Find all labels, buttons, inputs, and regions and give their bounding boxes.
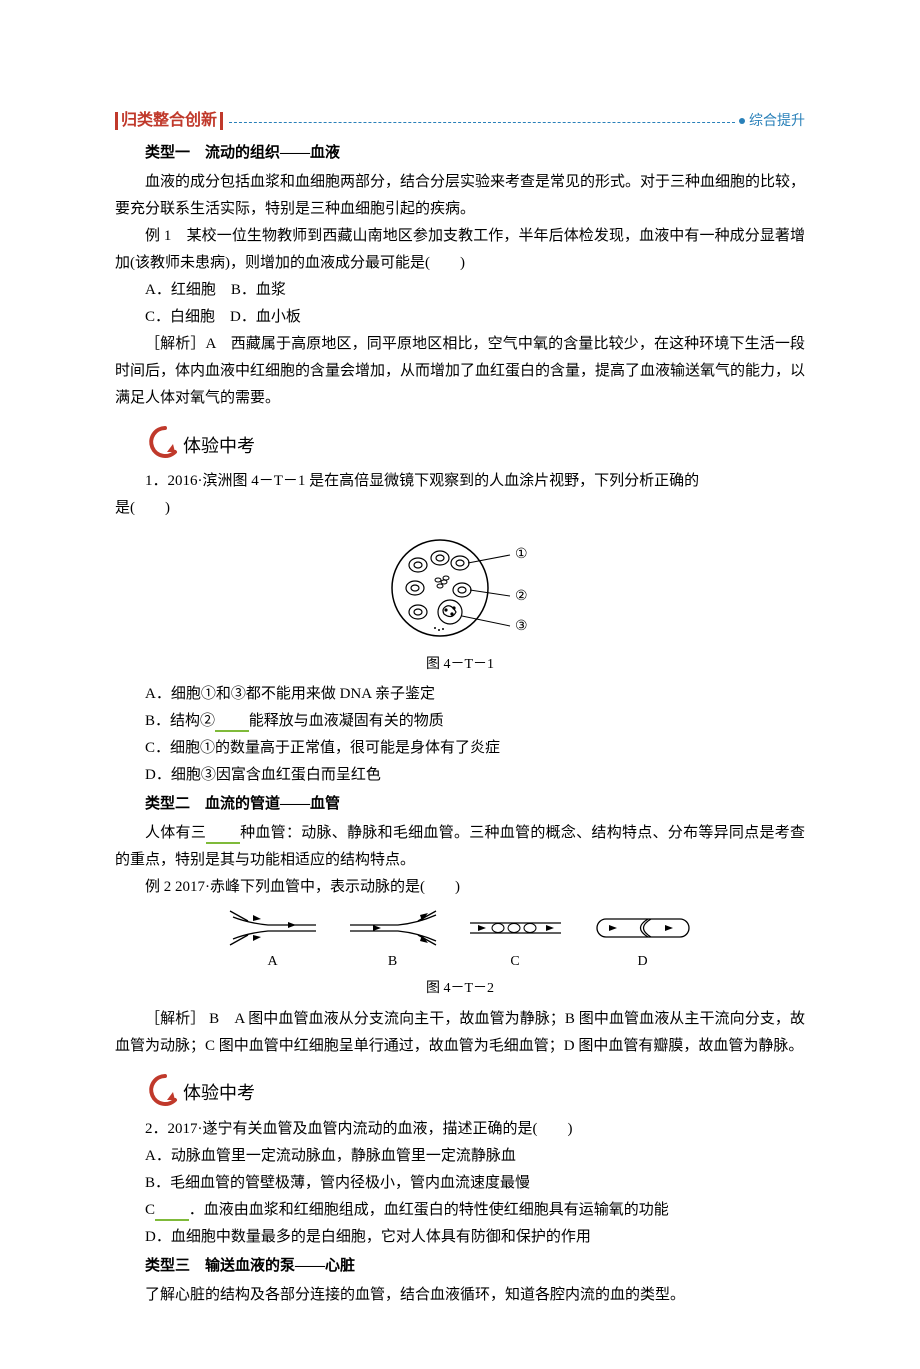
example-1-analysis: ［解析］A 西藏属于高原地区，同平原地区相比，空气中氧的含量比较少，在这种环境下… bbox=[115, 331, 805, 412]
example-1-option-cd: C．白细胞 D．血小板 bbox=[115, 304, 805, 331]
green-underline-2 bbox=[206, 824, 240, 844]
figure-4t1: ① ② ③ 图 4－T－1 bbox=[115, 530, 805, 677]
tiyan-label: 体验中考 bbox=[183, 430, 255, 464]
vessel-b: B bbox=[348, 909, 438, 974]
q2-optc-post: ．血液由血浆和红细胞组成，血红蛋白的特性使红细胞具有运输氧的功能 bbox=[189, 1202, 669, 1218]
green-underline-3 bbox=[155, 1201, 189, 1221]
q2-optc-pre: C bbox=[145, 1202, 155, 1218]
fig1-label-2: ② bbox=[515, 589, 528, 604]
left-bar bbox=[115, 112, 118, 130]
q1-optb-post: 能释放与血液凝固有关的物质 bbox=[249, 713, 444, 729]
fig1-label-3: ③ bbox=[515, 619, 528, 634]
arc-icon bbox=[145, 1072, 181, 1112]
q1-option-d: D．细胞③因富含血红蛋白而呈红色 bbox=[115, 762, 805, 789]
q1-option-c: C．细胞①的数量高于正常值，很可能是身体有了炎症 bbox=[115, 735, 805, 762]
blue-dot bbox=[739, 118, 745, 124]
arc-icon bbox=[145, 424, 181, 464]
section-header: 归类整合创新 综合提升 bbox=[115, 110, 805, 132]
q2-option-d: D．血细胞中数量最多的是白细胞，它对人体具有防御和保护的作用 bbox=[115, 1224, 805, 1251]
category-1-title: 类型一 流动的组织——血液 bbox=[115, 140, 805, 167]
q2-option-a: A．动脉血管里一定流动脉血，静脉血管里一定流静脉血 bbox=[115, 1143, 805, 1170]
cat2-intro-a: 人体有三 bbox=[145, 825, 206, 841]
tiyan-header-1: 体验中考 bbox=[145, 422, 805, 464]
category-2-intro: 人体有三 种血管：动脉、静脉和毛细血管。三种血管的概念、结构特点、分布等异同点是… bbox=[115, 820, 805, 874]
example-1-stem: 例 1 某校一位生物教师到西藏山南地区参加支教工作，半年后体检发现，血液中有一种… bbox=[115, 223, 805, 277]
header-title: 归类整合创新 bbox=[121, 107, 217, 136]
vessel-a-label: A bbox=[228, 949, 318, 974]
vessel-b-label: B bbox=[348, 949, 438, 974]
vessel-c: C bbox=[468, 909, 563, 974]
example-2-analysis: ［解析］ B A 图中血管血液从分支流向主干，故血管为静脉；B 图中血管血液从主… bbox=[115, 1006, 805, 1060]
q1-option-a: A．细胞①和③都不能用来做 DNA 亲子鉴定 bbox=[115, 681, 805, 708]
tiyan-header-2: 体验中考 bbox=[145, 1070, 805, 1112]
q1-stem-b: 是( ) bbox=[115, 495, 805, 522]
tiyan-label: 体验中考 bbox=[183, 1077, 255, 1111]
q1-stem-a: 1．2016·滨洲图 4－T－1 是在高倍显微镜下观察到的人血涂片视野，下列分析… bbox=[115, 468, 805, 495]
category-2-title: 类型二 血流的管道——血管 bbox=[115, 791, 805, 818]
q1-option-b: B．结构② 能释放与血液凝固有关的物质 bbox=[115, 708, 805, 735]
header-right: 综合提升 bbox=[749, 108, 805, 133]
q2-option-b: B．毛细血管的管壁极薄，管内径极小，管内血流速度最慢 bbox=[115, 1170, 805, 1197]
vessel-d-label: D bbox=[593, 949, 693, 974]
vessel-c-label: C bbox=[468, 949, 563, 974]
right-bar bbox=[220, 112, 223, 130]
q1-optb-pre: B．结构② bbox=[145, 713, 215, 729]
category-3-title: 类型三 输送血液的泵——心脏 bbox=[115, 1253, 805, 1280]
vessel-a: A bbox=[228, 909, 318, 974]
category-3-intro: 了解心脏的结构及各部分连接的血管，结合血液循环，知道各腔内流的血的类型。 bbox=[115, 1282, 805, 1309]
category-1-intro: 血液的成分包括血浆和血细胞两部分，结合分层实验来考查是常见的形式。对于三种血细胞… bbox=[115, 169, 805, 223]
figure-4t2: A B bbox=[115, 909, 805, 1001]
q2-stem: 2．2017·遂宁有关血管及血管内流动的血液，描述正确的是( ) bbox=[115, 1116, 805, 1143]
dash-line bbox=[229, 122, 735, 123]
vessel-d: D bbox=[593, 909, 693, 974]
q2-option-c: C ．血液由血浆和红细胞组成，血红蛋白的特性使红细胞具有运输氧的功能 bbox=[115, 1197, 805, 1224]
fig1-label-1: ① bbox=[515, 547, 528, 562]
example-2-stem: 例 2 2017·赤峰下列血管中，表示动脉的是( ) bbox=[115, 874, 805, 901]
figure-4t2-caption: 图 4－T－2 bbox=[115, 976, 805, 1001]
example-1-option-ab: A．红细胞 B．血浆 bbox=[115, 277, 805, 304]
figure-4t1-caption: 图 4－T－1 bbox=[115, 652, 805, 677]
green-underline-1 bbox=[215, 712, 249, 732]
